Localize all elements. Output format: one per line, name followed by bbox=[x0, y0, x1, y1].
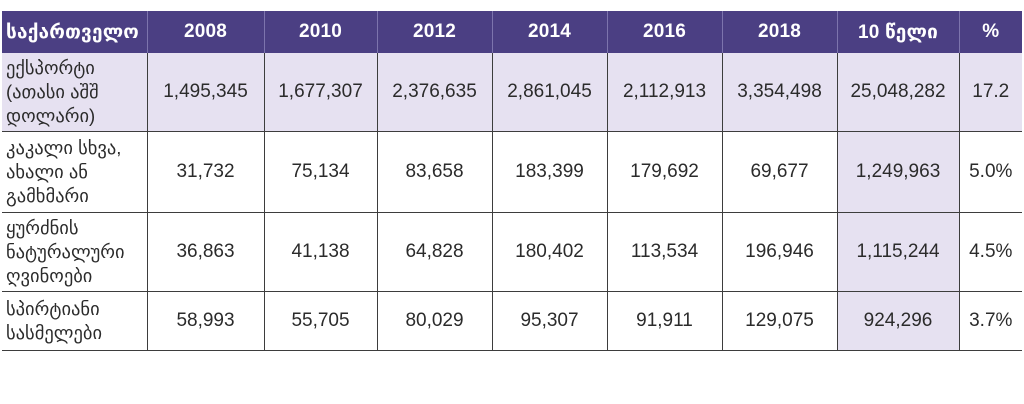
header-year-2014: 2014 bbox=[492, 11, 608, 53]
table-cell: 180,402 bbox=[492, 212, 608, 292]
table-cell: 1,677,307 bbox=[264, 53, 378, 132]
table-cell: 41,138 bbox=[264, 212, 378, 292]
table-cell-total: 924,296 bbox=[837, 291, 960, 351]
table-cell: 80,029 bbox=[377, 291, 493, 351]
table-cell: 3,354,498 bbox=[722, 53, 838, 132]
table-cell: 69,677 bbox=[722, 131, 838, 213]
table-cell: 113,534 bbox=[607, 212, 723, 292]
table-cell-percent: 4.5% bbox=[959, 212, 1022, 292]
table-cell: 2,376,635 bbox=[377, 53, 493, 132]
table-cell: 75,134 bbox=[264, 131, 378, 213]
table-cell: 64,828 bbox=[377, 212, 493, 292]
table-cell-total: 1,249,963 bbox=[837, 131, 960, 213]
table-row-export: ექსპორტი (ათასი აშშ დოლარი) 1,495,345 1,… bbox=[2, 53, 1022, 132]
table-cell: 83,658 bbox=[377, 131, 493, 213]
row-label: ექსპორტი (ათასი აშშ დოლარი) bbox=[2, 53, 148, 132]
table-cell: 58,993 bbox=[147, 291, 265, 351]
row-label: ყურძნის ნატურალური ღვინოები bbox=[2, 212, 148, 292]
table-cell: 36,863 bbox=[147, 212, 265, 292]
table-cell-percent: 17.2 bbox=[959, 53, 1022, 132]
table-cell: 2,861,045 bbox=[492, 53, 608, 132]
header-year-2010: 2010 bbox=[264, 11, 378, 53]
table-cell: 31,732 bbox=[147, 131, 265, 213]
table-cell: 1,495,345 bbox=[147, 53, 265, 132]
header-year-2008: 2008 bbox=[147, 11, 265, 53]
table-cell: 179,692 bbox=[607, 131, 723, 213]
header-year-2018: 2018 bbox=[722, 11, 838, 53]
table-cell: 2,112,913 bbox=[607, 53, 723, 132]
table-cell-total: 25,048,282 bbox=[837, 53, 960, 132]
table-row-walnuts: კაკალი სხვა, ახალი ან გამხმარი 31,732 75… bbox=[2, 131, 1022, 213]
row-label: სპირტიანი სასმელები bbox=[2, 291, 148, 351]
export-table: საქართველო 2008 2010 2012 2014 2016 2018… bbox=[2, 11, 1022, 351]
table-row-wines: ყურძნის ნატურალური ღვინოები 36,863 41,13… bbox=[2, 212, 1022, 292]
table-row-spirits: სპირტიანი სასმელები 58,993 55,705 80,029… bbox=[2, 291, 1022, 351]
table-cell-percent: 3.7% bbox=[959, 291, 1022, 351]
table-cell: 95,307 bbox=[492, 291, 608, 351]
table-cell: 183,399 bbox=[492, 131, 608, 213]
table-cell-percent: 5.0% bbox=[959, 131, 1022, 213]
table-cell: 196,946 bbox=[722, 212, 838, 292]
header-year-2012: 2012 bbox=[377, 11, 493, 53]
header-year-2016: 2016 bbox=[607, 11, 723, 53]
header-percent: % bbox=[959, 11, 1022, 53]
row-label: კაკალი სხვა, ახალი ან გამხმარი bbox=[2, 131, 148, 213]
table-cell: 129,075 bbox=[722, 291, 838, 351]
header-ten-years: 10 წელი bbox=[837, 11, 960, 53]
table-cell-total: 1,115,244 bbox=[837, 212, 960, 292]
header-country: საქართველო bbox=[2, 11, 148, 53]
table-cell: 55,705 bbox=[264, 291, 378, 351]
header-row: საქართველო 2008 2010 2012 2014 2016 2018… bbox=[2, 11, 1022, 53]
table-cell: 91,911 bbox=[607, 291, 723, 351]
